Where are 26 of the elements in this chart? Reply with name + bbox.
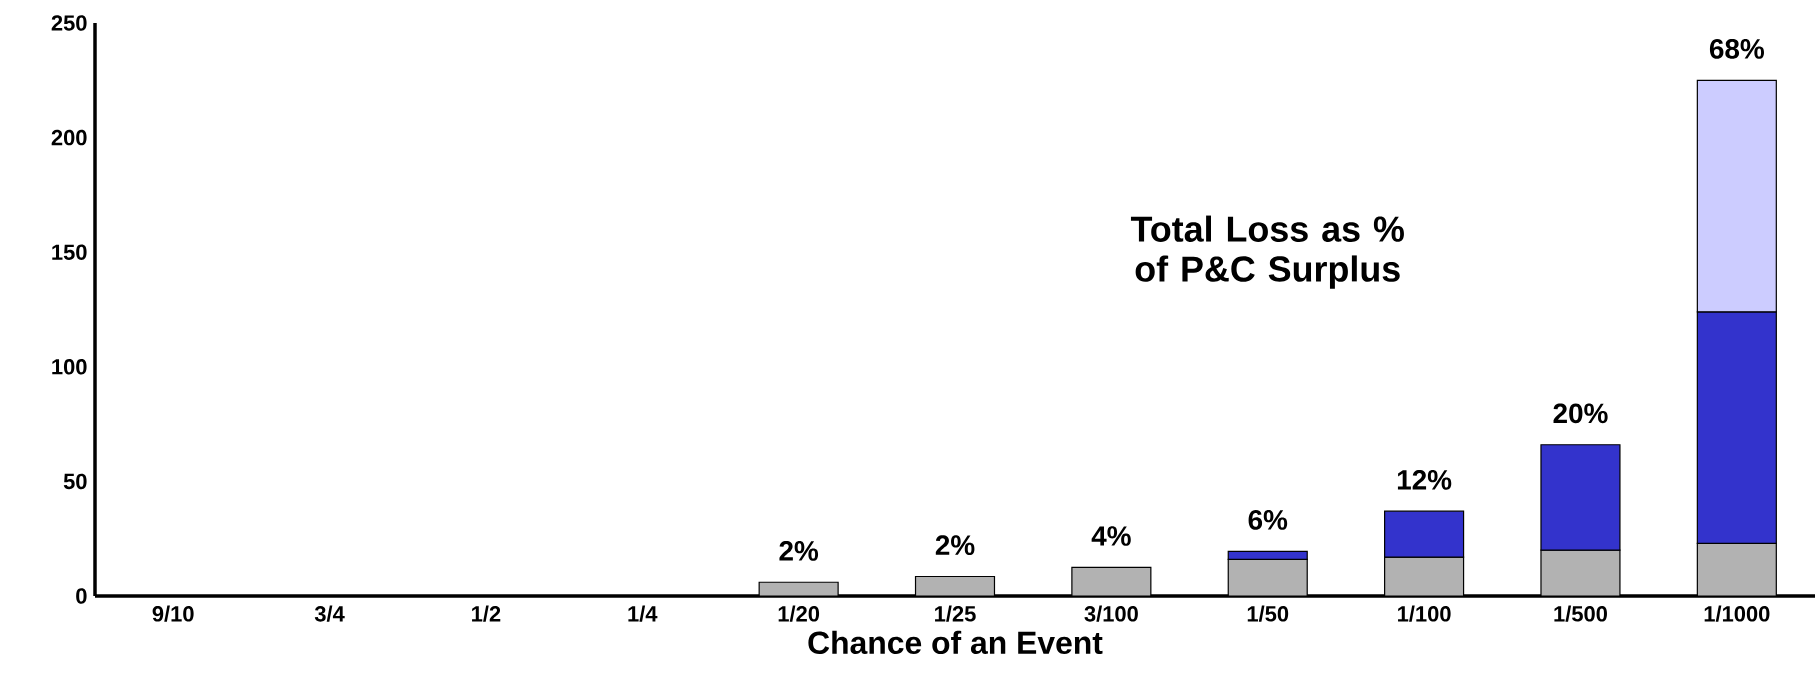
x-tick-label: 1/1000: [1704, 605, 1770, 622]
x-tick-label: 1/25: [935, 605, 976, 622]
x-tick-label: 1/500: [1554, 605, 1607, 622]
y-tick-label: 150: [52, 244, 87, 260]
x-axis-title: Chance of an Event: [808, 630, 1103, 655]
annotation: 12%: [1397, 469, 1452, 490]
annotation: Total Loss as % of P&C Surplus: [1130, 215, 1404, 289]
annotation: 6%: [1248, 510, 1288, 530]
y-tick-label: 50: [63, 473, 87, 490]
annotation: 68%: [1709, 39, 1764, 59]
y-tick-label: 100: [52, 359, 87, 375]
y-tick-label: 0: [76, 588, 87, 604]
y-tick-label: 250: [51, 15, 87, 31]
x-tick-label: 9/10: [152, 605, 194, 622]
x-tick-label: 1/50: [1247, 605, 1289, 622]
annotation: 20%: [1553, 403, 1608, 424]
x-tick-label: 3/100: [1084, 605, 1138, 622]
x-tick-label: 1/4: [628, 605, 658, 622]
annotation: 2%: [779, 541, 819, 561]
x-tick-label: 3/4: [314, 605, 345, 622]
y-tick-label: 200: [51, 129, 87, 146]
annotation: 2%: [935, 535, 975, 555]
annotation: 4%: [1091, 526, 1131, 546]
x-tick-label: 1/2: [472, 605, 501, 622]
x-tick-label: 1/100: [1398, 605, 1451, 622]
x-tick-label: 1/20: [778, 605, 820, 622]
